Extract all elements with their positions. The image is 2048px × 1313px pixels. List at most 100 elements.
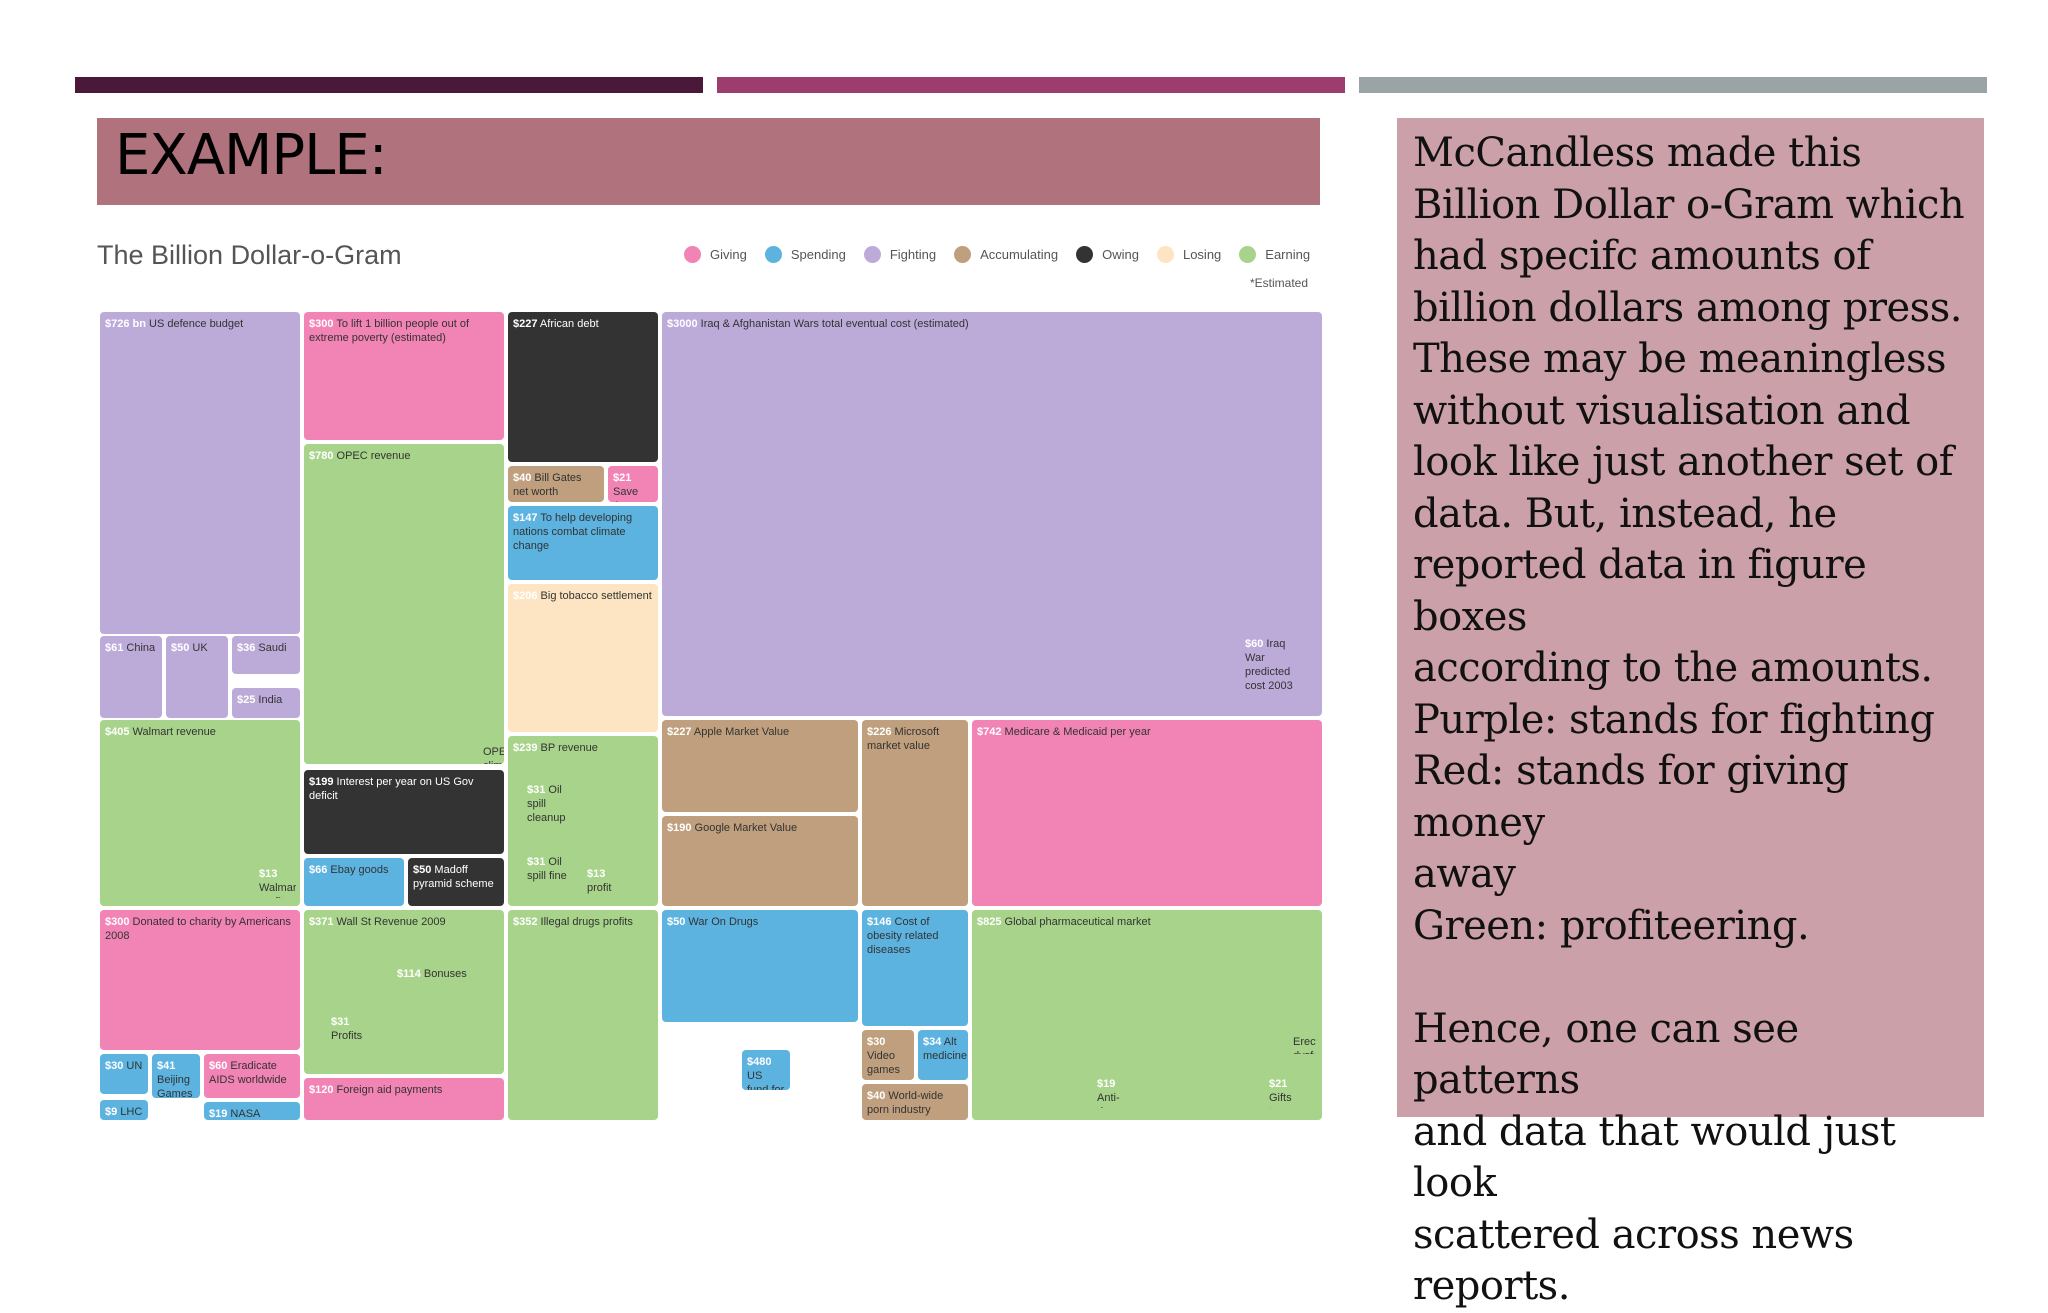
chart-note: *Estimated (1250, 276, 1309, 290)
tile-label: BP revenue (537, 742, 598, 754)
tile-label: Illegal drugs profits (537, 916, 633, 928)
tile-amount: $66 (309, 864, 328, 876)
treemap-tile: $50 War On Drugs (662, 910, 858, 1022)
tile-label: Video games (867, 1050, 901, 1076)
treemap-tile: $300 To lift 1 billion people out of ext… (304, 312, 504, 440)
tile-amount: $9 (105, 1106, 118, 1118)
legend-swatch (1076, 246, 1094, 263)
tile-amount: $31 (331, 1016, 350, 1028)
accent-bar-1 (75, 77, 703, 93)
tile-label: NASA (227, 1108, 261, 1120)
treemap-tile: $31 Oil spill fine (522, 850, 572, 894)
tile-amount: $371 (309, 916, 334, 928)
tile-label: Iraq War predicted cost 2003 (1245, 638, 1293, 692)
tile-label: Beijing Games 2008 (157, 1074, 193, 1098)
treemap-tile: $780 OPEC revenue (304, 444, 504, 764)
text-line: McCandless made this (1413, 130, 1862, 176)
tile-label: Save Amazon (613, 486, 653, 502)
tile-label: OPEC climate change fund (483, 746, 504, 764)
tile-label: Eradicate AIDS worldwide (209, 1060, 287, 1086)
legend-label: Losing (1182, 247, 1222, 262)
tile-label: To lift 1 billion people out of extreme … (309, 318, 470, 344)
treemap-tile: $726 bn US defence budget (100, 312, 300, 634)
legend-label: Earning (1265, 247, 1311, 262)
treemap-tile: $120 Foreign aid payments (304, 1078, 504, 1120)
legend-swatch (684, 246, 701, 263)
treemap-tile: Erectile dysfunction (1288, 1030, 1316, 1054)
legend-swatch (764, 246, 782, 263)
tile-amount: $742 (977, 726, 1002, 738)
tile-label: Cost of obesity related diseases (867, 916, 939, 956)
tile-amount: $352 (513, 916, 538, 928)
tile-label: Global pharmaceutical market (1001, 916, 1151, 928)
tile-label: To help developing nations combat climat… (513, 512, 633, 552)
tile-amount: $25 (237, 694, 256, 706)
tile-amount: $41 (157, 1060, 176, 1072)
tile-amount: $30 (867, 1036, 886, 1048)
tile-label: Big tobacco settlement (537, 590, 652, 602)
legend-label: Giving (710, 247, 747, 262)
chart-title: The Billion Dollar-o-Gram (97, 240, 402, 270)
tile-amount: $780 (309, 450, 334, 462)
legend-label: Accumulating (980, 247, 1059, 262)
treemap-tile: $30 UN (100, 1054, 148, 1094)
text-line: Billion Dollar o-Gram which (1413, 181, 1965, 228)
text-line: data. But, instead, he (1413, 490, 1837, 537)
tile-label: Saudi (255, 642, 287, 654)
treemap-tile: $114 Bonuses (392, 962, 494, 1062)
tile-amount: $300 (309, 318, 334, 330)
treemap-tile: $40 Bill Gates net worth (508, 466, 604, 502)
text-line: according to the amounts. (1413, 645, 1933, 691)
tile-amount: $825 (977, 916, 1002, 928)
legend-item: Owing (1076, 246, 1139, 263)
tile-amount: $60 (209, 1060, 228, 1072)
treemap-tile: $300 Donated to charity by Americans 200… (100, 910, 300, 1050)
tile-label: LHC (117, 1106, 143, 1118)
slide-title: EXAMPLE: (115, 123, 388, 188)
text-line: These may be meaningless (1413, 336, 1947, 382)
legend-item: Fighting (863, 246, 937, 263)
treemap-tile: $227 Apple Market Value (662, 720, 858, 812)
tile-label: Bonuses (420, 968, 467, 980)
tile-amount: $50 (171, 642, 190, 654)
text-line: and data that would just look (1413, 1108, 1896, 1207)
legend-label: Spending (790, 247, 846, 262)
treemap-tile: $21 Gifts to doctors (1264, 1072, 1308, 1108)
tile-amount: $190 (667, 822, 692, 834)
accent-bar-3 (1359, 77, 1987, 93)
treemap-tile: $19 Anti-depressants (1092, 1072, 1132, 1108)
treemap-tile: OPEC climate change fund (478, 740, 504, 764)
treemap-tile: $31 Profits (326, 1010, 378, 1060)
treemap-tile: $405 Walmart revenue (100, 720, 300, 906)
tile-label: Alt medicine (923, 1036, 968, 1062)
tile-amount: $61 (105, 642, 124, 654)
treemap-tile: $61 China (100, 636, 162, 718)
tile-amount: $199 (309, 776, 334, 788)
tile-amount: $726 bn (105, 318, 146, 330)
tile-label: Walmart profits (259, 882, 296, 898)
tile-label: UK (189, 642, 208, 654)
tile-label: Bill Gates net worth (513, 472, 582, 498)
tile-amount: $13 (587, 868, 606, 880)
tile-amount: $21 (1269, 1078, 1288, 1090)
treemap-tile: $30 Video games (862, 1030, 914, 1080)
treemap-tile: $60 Iraq War predicted cost 2003 (1240, 632, 1310, 702)
tile-amount: $3000 (667, 318, 698, 330)
tile-label: Medicare & Medicaid per year (1001, 726, 1151, 738)
treemap-tile: $36 Saudi (232, 636, 300, 674)
tile-amount: $19 (209, 1108, 228, 1120)
treemap-tile: $41 Beijing Games 2008 (152, 1054, 200, 1098)
tile-amount: $227 (667, 726, 692, 738)
treemap-tile: $50 UK (166, 636, 228, 718)
tile-amount: $21 (613, 472, 632, 484)
text-line: without visualisation and (1413, 387, 1911, 434)
tile-amount: $31 (527, 784, 546, 796)
treemap-tile: $31 Oil spill cleanup (522, 778, 572, 826)
tile-amount: $19 (1097, 1078, 1116, 1090)
treemap-tile: $19 NASA (204, 1102, 300, 1120)
tile-label: Madoff pyramid scheme (413, 864, 494, 890)
treemap-tile: $239 BP revenue (508, 736, 658, 906)
tile-label: UN (123, 1060, 143, 1072)
tile-amount: $227 (513, 318, 538, 330)
legend-label: Fighting (889, 247, 937, 262)
